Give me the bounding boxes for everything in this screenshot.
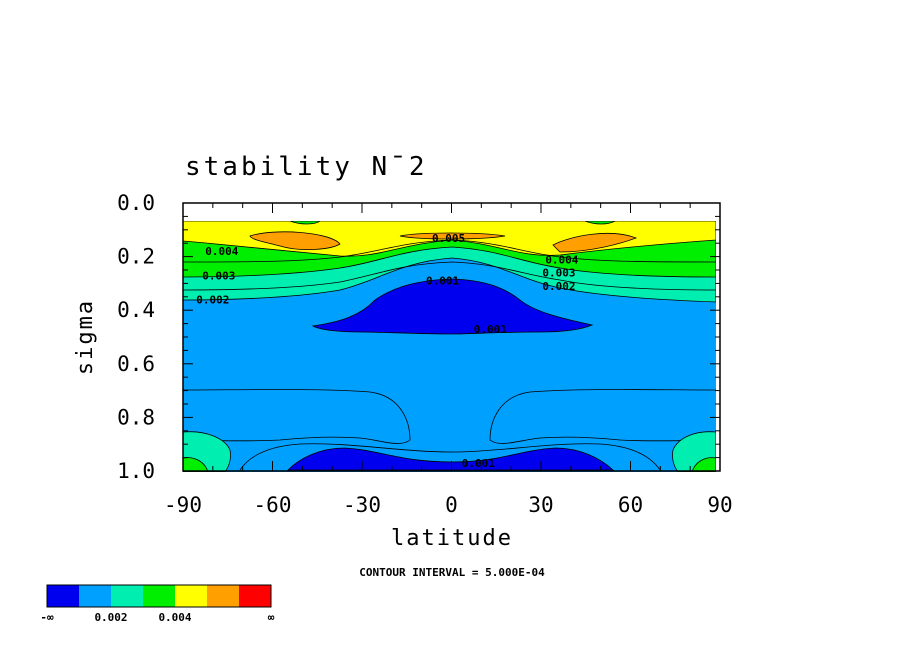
- contour-interval-note: CONTOUR INTERVAL = 5.000E-04: [359, 566, 545, 579]
- colorbar-label: 0.004: [158, 611, 191, 624]
- contour-label: 0.005: [432, 232, 465, 245]
- x-tick-label: 90: [707, 493, 732, 517]
- x-tick-label: 30: [528, 493, 553, 517]
- y-tick-label: 0.8: [117, 405, 155, 429]
- colorbar-swatch: [111, 585, 143, 607]
- colorbar: [46, 584, 272, 608]
- region-below-0.0010-upper: [311, 278, 594, 335]
- y-tick-label: 0.0: [117, 191, 155, 215]
- contour-label: 0.001: [426, 275, 459, 288]
- colorbar-frame: [46, 584, 272, 608]
- x-tick-label: -90: [164, 493, 202, 517]
- region-above-0.0050-right: [552, 233, 638, 253]
- colorbar-swatch: [143, 585, 175, 607]
- y-axis-label: sigma: [73, 299, 98, 375]
- contour-label: 0.001: [462, 457, 495, 470]
- colorbar-swatch: [239, 585, 271, 607]
- y-tick-label: 0.6: [117, 352, 155, 376]
- x-tick-labels: -90 -60 -30 0 30 60 90: [164, 493, 733, 517]
- contour-label: 0.004: [205, 245, 238, 258]
- contour-labels: 0.0040.0030.0020.0050.0010.0010.0010.004…: [196, 232, 579, 470]
- contour-field: [183, 221, 716, 472]
- x-tick-label: -60: [254, 493, 292, 517]
- colorbar-label: ∞: [268, 611, 275, 624]
- colorbar-swatch: [207, 585, 239, 607]
- region-above-0.0050-left: [249, 231, 341, 250]
- contour-label: 0.003: [202, 269, 235, 282]
- chart-title: stability N¯2: [185, 152, 428, 182]
- x-axis-label: latitude: [391, 526, 513, 551]
- contour-label: 0.001: [474, 323, 507, 336]
- y-tick-label: 0.2: [117, 245, 155, 269]
- colorbar-swatch: [47, 585, 79, 607]
- y-tick-label: 0.4: [117, 298, 155, 322]
- contour-label: 0.002: [196, 293, 229, 306]
- axis-ticks: [182, 202, 721, 472]
- y-tick-label: 1.0: [117, 459, 155, 483]
- y-tick-labels: 0.0 0.2 0.4 0.6 0.8 1.0: [117, 191, 155, 483]
- colorbar-swatch: [79, 585, 111, 607]
- colorbar-swatch: [175, 585, 207, 607]
- x-tick-label: 0: [445, 493, 458, 517]
- contour-label: 0.002: [542, 280, 575, 293]
- contour-label: 0.003: [542, 267, 575, 280]
- x-tick-label: 60: [618, 493, 643, 517]
- contour-label: 0.004: [545, 253, 578, 266]
- colorbar-label: -∞: [40, 611, 54, 624]
- x-tick-label: -30: [343, 493, 381, 517]
- region-below-0.0010-lower: [287, 447, 615, 471]
- colorbar-label: 0.002: [94, 611, 127, 624]
- colorbar-labels: -∞ 0.002 0.004 ∞: [40, 611, 274, 624]
